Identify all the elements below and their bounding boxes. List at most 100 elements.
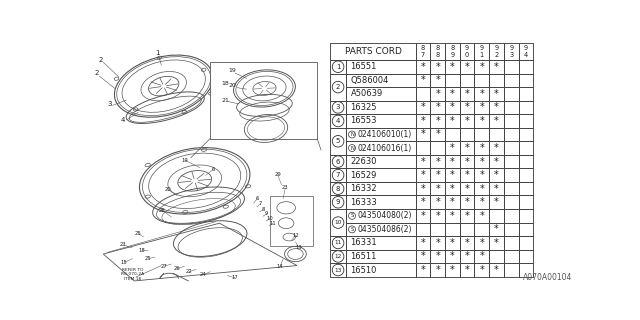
Text: 20: 20	[229, 83, 237, 88]
Bar	[445, 168, 460, 182]
Bar	[504, 196, 518, 209]
Bar	[330, 74, 346, 100]
Bar	[445, 60, 460, 74]
Bar	[474, 263, 489, 277]
Bar	[474, 223, 489, 236]
Text: 10: 10	[334, 220, 342, 225]
Text: 6: 6	[256, 196, 259, 201]
Text: 16332: 16332	[351, 184, 377, 193]
Bar	[489, 43, 504, 60]
Text: 5: 5	[336, 138, 340, 144]
Bar	[474, 128, 489, 141]
Bar	[460, 263, 474, 277]
Bar	[504, 209, 518, 223]
Bar	[330, 168, 346, 182]
Bar	[445, 250, 460, 263]
Bar	[415, 100, 430, 114]
Bar	[504, 114, 518, 128]
Text: *: *	[420, 197, 426, 207]
Text: *: *	[435, 238, 440, 248]
Bar	[346, 100, 415, 114]
Bar	[430, 250, 445, 263]
Bar	[415, 209, 430, 223]
Text: *: *	[479, 156, 484, 167]
Bar	[489, 74, 504, 87]
Text: *: *	[450, 143, 455, 153]
Bar	[330, 100, 346, 114]
Text: *: *	[435, 156, 440, 167]
Text: *: *	[494, 62, 499, 72]
Text: *: *	[420, 102, 426, 112]
Bar	[518, 250, 533, 263]
Text: *: *	[450, 265, 455, 275]
Bar	[489, 114, 504, 128]
Bar	[330, 196, 346, 209]
Text: *: *	[435, 170, 440, 180]
Text: 11: 11	[269, 221, 276, 226]
Bar	[504, 60, 518, 74]
Text: 2: 2	[99, 57, 103, 62]
Text: *: *	[450, 211, 455, 221]
Bar	[518, 141, 533, 155]
Text: *: *	[420, 156, 426, 167]
Bar	[460, 196, 474, 209]
Bar	[518, 100, 533, 114]
Bar	[430, 141, 445, 155]
Bar	[504, 168, 518, 182]
Text: A070A00104: A070A00104	[523, 273, 572, 282]
Text: *: *	[435, 184, 440, 194]
Circle shape	[349, 145, 355, 151]
Text: 1: 1	[336, 64, 340, 70]
Bar	[346, 182, 415, 196]
Bar	[474, 43, 489, 60]
Text: 7: 7	[336, 172, 340, 178]
Bar	[430, 223, 445, 236]
Bar	[415, 223, 430, 236]
Bar	[415, 141, 430, 155]
Bar	[430, 182, 445, 196]
Bar	[489, 155, 504, 168]
Text: 6: 6	[336, 159, 340, 164]
Bar	[474, 182, 489, 196]
Text: 13: 13	[334, 268, 342, 273]
Bar	[489, 168, 504, 182]
Text: 8: 8	[336, 186, 340, 192]
Text: 23: 23	[120, 242, 127, 247]
Text: S: S	[350, 213, 354, 218]
Text: *: *	[494, 197, 499, 207]
Bar	[346, 155, 415, 168]
Bar	[518, 155, 533, 168]
Bar	[415, 168, 430, 182]
Bar	[330, 250, 346, 263]
Bar	[330, 182, 346, 196]
Text: *: *	[465, 102, 470, 112]
Text: *: *	[450, 197, 455, 207]
Bar	[415, 74, 430, 87]
Bar	[489, 128, 504, 141]
Bar	[504, 155, 518, 168]
Text: 16553: 16553	[351, 116, 377, 125]
Text: *: *	[465, 238, 470, 248]
Bar	[460, 236, 474, 250]
Text: 024106016(1): 024106016(1)	[358, 144, 412, 153]
Text: *: *	[465, 116, 470, 126]
Text: *: *	[494, 102, 499, 112]
Text: *: *	[420, 238, 426, 248]
Text: 8
7: 8 7	[421, 45, 425, 58]
Bar	[346, 74, 415, 87]
Text: 25: 25	[135, 231, 141, 236]
Bar	[415, 114, 430, 128]
Bar	[430, 263, 445, 277]
Bar	[460, 100, 474, 114]
Text: *: *	[479, 265, 484, 275]
Text: 1: 1	[156, 50, 160, 56]
Text: *: *	[479, 211, 484, 221]
Text: 7: 7	[259, 202, 262, 206]
Text: 28: 28	[159, 208, 166, 212]
Text: *: *	[420, 75, 426, 85]
Text: 17: 17	[232, 276, 238, 280]
Bar	[415, 250, 430, 263]
Text: *: *	[465, 62, 470, 72]
Circle shape	[349, 226, 355, 233]
Bar	[489, 236, 504, 250]
